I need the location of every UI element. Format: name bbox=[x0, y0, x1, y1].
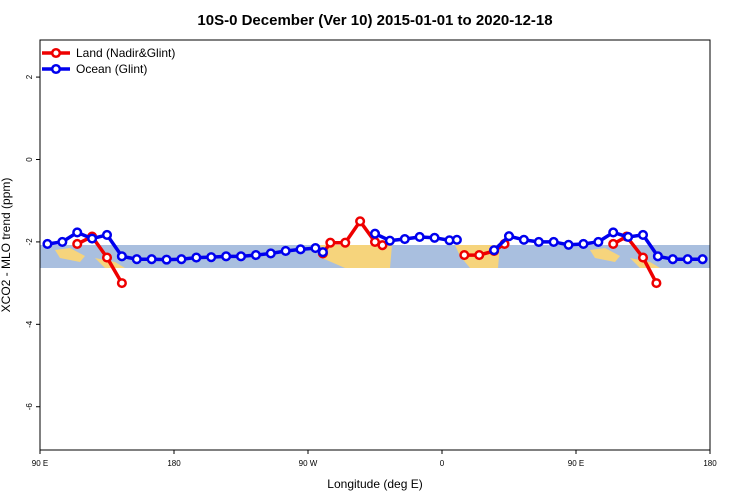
x-tick-label: 90 W bbox=[299, 459, 318, 468]
point bbox=[191, 252, 202, 263]
point bbox=[593, 236, 604, 247]
point bbox=[623, 231, 634, 243]
point bbox=[608, 238, 619, 250]
point bbox=[250, 250, 261, 261]
point bbox=[533, 236, 544, 247]
point bbox=[608, 227, 619, 238]
legend-marker bbox=[50, 47, 62, 59]
point bbox=[101, 229, 113, 240]
point bbox=[637, 252, 649, 263]
x-tick-label: 90 E bbox=[32, 459, 48, 468]
point bbox=[87, 233, 98, 244]
y-tick-label: 0 bbox=[25, 157, 34, 162]
point bbox=[563, 239, 574, 250]
point bbox=[489, 245, 500, 256]
y-tick-label: -2 bbox=[25, 238, 34, 246]
point bbox=[295, 244, 306, 255]
y-axis-label: XCO2 - MLO trend (ppm) bbox=[0, 178, 13, 313]
point bbox=[265, 248, 276, 259]
point bbox=[280, 245, 291, 257]
point bbox=[340, 237, 351, 248]
legend-label: Ocean (Glint) bbox=[76, 62, 147, 76]
x-tick-label: 0 bbox=[440, 459, 445, 468]
point bbox=[697, 254, 708, 265]
map-background bbox=[40, 245, 710, 268]
point bbox=[459, 250, 470, 261]
point bbox=[131, 254, 142, 265]
point bbox=[176, 254, 187, 265]
series-line bbox=[76, 219, 658, 284]
point bbox=[116, 251, 127, 262]
point bbox=[637, 229, 649, 240]
point bbox=[518, 234, 529, 245]
point bbox=[682, 254, 693, 265]
point bbox=[72, 227, 83, 238]
point bbox=[377, 240, 388, 251]
y-tick-label: -4 bbox=[25, 320, 34, 328]
point bbox=[310, 243, 321, 254]
plot-frame bbox=[39, 39, 711, 451]
point bbox=[116, 278, 127, 289]
x-axis-label: Longitude (deg E) bbox=[327, 477, 422, 491]
point bbox=[146, 254, 157, 265]
point bbox=[578, 238, 589, 250]
legend-label: Land (Nadir&Glint) bbox=[76, 46, 175, 60]
x-tick-label: 180 bbox=[167, 459, 181, 468]
point bbox=[429, 232, 440, 243]
point bbox=[206, 252, 217, 263]
point bbox=[652, 251, 663, 262]
point bbox=[101, 252, 113, 263]
point bbox=[221, 251, 232, 262]
point bbox=[317, 247, 328, 258]
point bbox=[325, 237, 336, 248]
x-tick-label: 180 bbox=[703, 459, 717, 468]
point bbox=[42, 238, 53, 250]
y-tick-label: -6 bbox=[25, 403, 34, 411]
point bbox=[548, 236, 559, 247]
point bbox=[399, 233, 410, 245]
chart-title: 10S-0 December (Ver 10) 2015-01-01 to 20… bbox=[197, 12, 552, 29]
point bbox=[414, 231, 425, 243]
point bbox=[369, 228, 381, 239]
y-tick-label: 2 bbox=[25, 74, 34, 79]
point bbox=[57, 236, 68, 247]
point bbox=[667, 254, 678, 265]
point bbox=[451, 234, 462, 245]
point bbox=[72, 238, 83, 250]
point bbox=[503, 231, 515, 242]
x-tick-label: 90 E bbox=[568, 459, 584, 468]
point bbox=[384, 235, 395, 246]
point bbox=[651, 278, 662, 289]
point bbox=[355, 216, 366, 227]
point bbox=[474, 250, 485, 261]
point bbox=[161, 254, 172, 265]
legend-marker bbox=[50, 63, 62, 75]
point bbox=[235, 251, 247, 262]
